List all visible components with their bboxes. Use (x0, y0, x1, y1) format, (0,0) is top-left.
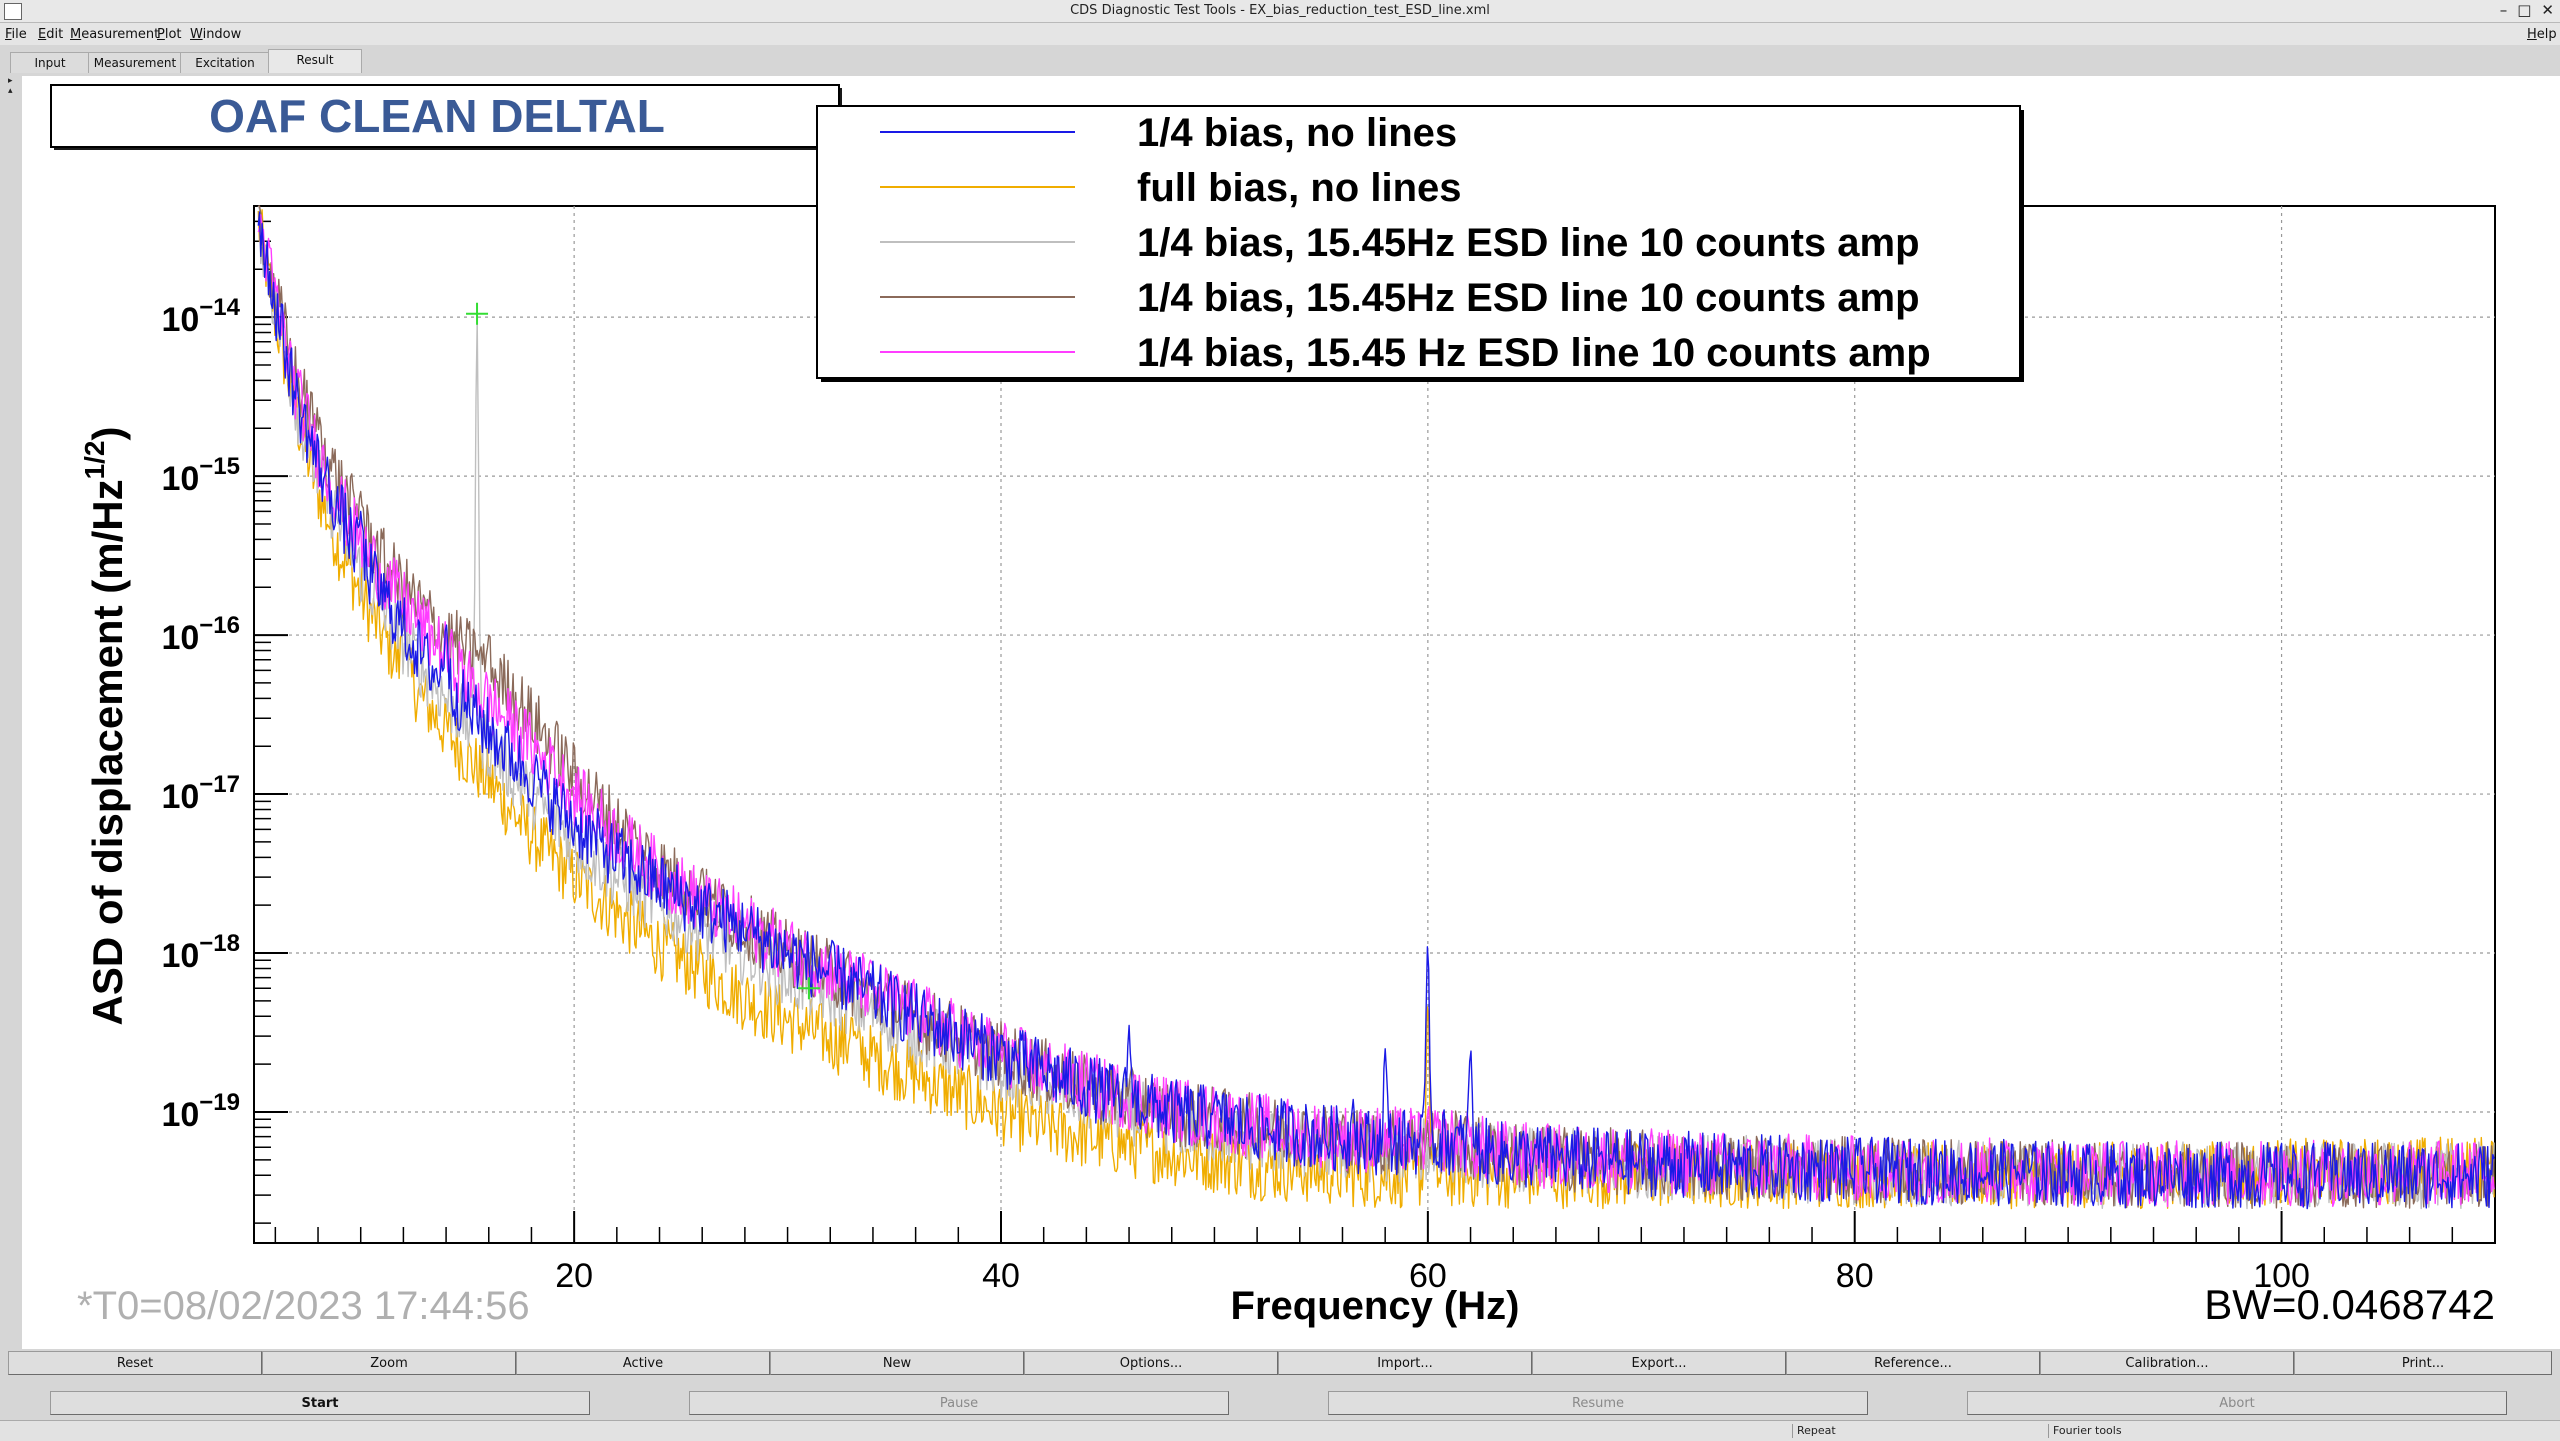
pad-scroll-control[interactable]: ▸ ▴ (8, 76, 20, 96)
x-tick-label: 60 (1409, 1257, 1447, 1295)
measurement-controls: Start Pause Resume Abort (8, 1391, 2552, 1417)
y-tick-labels: 10−14 10−15 10−16 10−17 10−18 10−19 (161, 294, 240, 1134)
reset-button[interactable]: Reset (8, 1351, 262, 1375)
x-tick-labels: 20 40 60 80 100 (555, 1257, 2310, 1295)
menu-plot[interactable]: Plot (157, 27, 182, 42)
reference-button[interactable]: Reference... (1786, 1351, 2040, 1375)
header-box (50, 84, 840, 148)
plot-toolbar: Reset Zoom Active New Options... Import.… (8, 1351, 2552, 1377)
menu-file[interactable]: File (5, 27, 27, 42)
options-button[interactable]: Options... (1024, 1351, 1278, 1375)
scroll-right-icon[interactable]: ▸ (8, 76, 13, 86)
x-tick-label: 80 (1836, 1257, 1874, 1295)
y-axis-label-close: ) (84, 426, 131, 440)
window-title: CDS Diagnostic Test Tools - EX_bias_redu… (1070, 3, 1490, 18)
y-tick-label: 10−15 (161, 453, 240, 498)
x-axis-label: Frequency (Hz) (1231, 1284, 1520, 1328)
x-tick-label: 100 (2253, 1257, 2310, 1295)
y-tick-label: 10−14 (161, 294, 240, 339)
asd-plot: 20 40 60 80 100 10−1410−1510−1610−1710−1810−… (50, 84, 2496, 1328)
status-fourier-tools: Fourier tools (2048, 1424, 2122, 1438)
maximize-icon[interactable]: □ (2517, 1, 2532, 19)
menu-help[interactable]: Help (2527, 27, 2557, 42)
minimize-icon[interactable]: – (2499, 1, 2508, 19)
tab-result[interactable]: Result (268, 49, 362, 73)
x-tick-label: 40 (982, 1257, 1020, 1295)
timestamp-label: *T0=08/02/2023 17:44:56 (77, 1284, 530, 1328)
y-axis-label: ASD of displacement (m/Hz1/2) (79, 426, 131, 1025)
x-tick-label: 20 (555, 1257, 593, 1295)
y-axis-label-sup: 1/2 (79, 440, 110, 479)
bandwidth-label: BW=0.0468742 (2204, 1281, 2495, 1328)
y-tick-label: 10−17 (161, 771, 240, 816)
legend-entry: full bias, no lines (1137, 166, 1462, 210)
legend-entry: 1/4 bias, 15.45Hz ESD line 10 counts amp (1137, 276, 1920, 320)
legend-entry: 1/4 bias, 15.45 Hz ESD line 10 counts am… (1137, 331, 1931, 375)
legend-entry: 1/4 bias, no lines (1137, 111, 1457, 155)
menu-bar: File Edit Measurement Plot Window Help (0, 23, 2560, 45)
y-tick-label: 10−19 (161, 1089, 240, 1134)
window-controls: – □ ✕ (2500, 1, 2554, 19)
print-button[interactable]: Print... (2294, 1351, 2552, 1375)
zoom-button[interactable]: Zoom (262, 1351, 516, 1375)
legend-entry: 1/4 bias, 15.45Hz ESD line 10 counts amp (1137, 221, 1920, 265)
menu-edit[interactable]: Edit (38, 27, 64, 42)
series-line (257, 211, 2495, 1210)
import-button[interactable]: Import... (1278, 1351, 1532, 1375)
app-icon (4, 3, 22, 20)
menu-window[interactable]: Window (190, 27, 242, 42)
window-titlebar: CDS Diagnostic Test Tools - EX_bias_redu… (0, 0, 2560, 23)
y-tick-label: 10−18 (161, 930, 240, 975)
plot-series (257, 205, 2495, 1210)
legend-box (816, 105, 2021, 379)
resume-button[interactable]: Resume (1328, 1391, 1868, 1415)
y-axis-label-main: ASD of displacement (m/Hz (84, 479, 131, 1025)
pause-button[interactable]: Pause (689, 1391, 1229, 1415)
start-button[interactable]: Start (50, 1391, 590, 1415)
active-button[interactable]: Active (516, 1351, 770, 1375)
menu-measurement[interactable]: Measurement (70, 27, 160, 42)
close-icon[interactable]: ✕ (2541, 1, 2554, 19)
tab-input[interactable]: Input (10, 52, 90, 73)
scroll-up-icon[interactable]: ▴ (8, 86, 13, 96)
calibration-button[interactable]: Calibration... (2040, 1351, 2294, 1375)
status-bar: Repeat Fourier tools (0, 1420, 2560, 1441)
legend[interactable]: 1/4 bias, no lines full bias, no lines 1/4… (816, 105, 2024, 382)
abort-button[interactable]: Abort (1967, 1391, 2507, 1415)
tab-measurement[interactable]: Measurement (88, 52, 182, 73)
tab-excitation[interactable]: Excitation (180, 52, 270, 73)
new-button[interactable]: New (770, 1351, 1024, 1375)
status-repeat: Repeat (1792, 1424, 1836, 1438)
plot-markers (466, 302, 820, 1000)
y-tick-label: 10−16 (161, 612, 240, 657)
plot-canvas: 20 40 60 80 100 10−14 10−15 10−16 10−17 10−18 10−… (22, 76, 2560, 1349)
export-button[interactable]: Export... (1532, 1351, 1786, 1375)
tab-bar: Input Measurement Excitation Result (0, 48, 2560, 74)
plot-grid (254, 206, 2495, 1243)
plot-header-title: OAF CLEAN DELTAL (209, 90, 665, 142)
